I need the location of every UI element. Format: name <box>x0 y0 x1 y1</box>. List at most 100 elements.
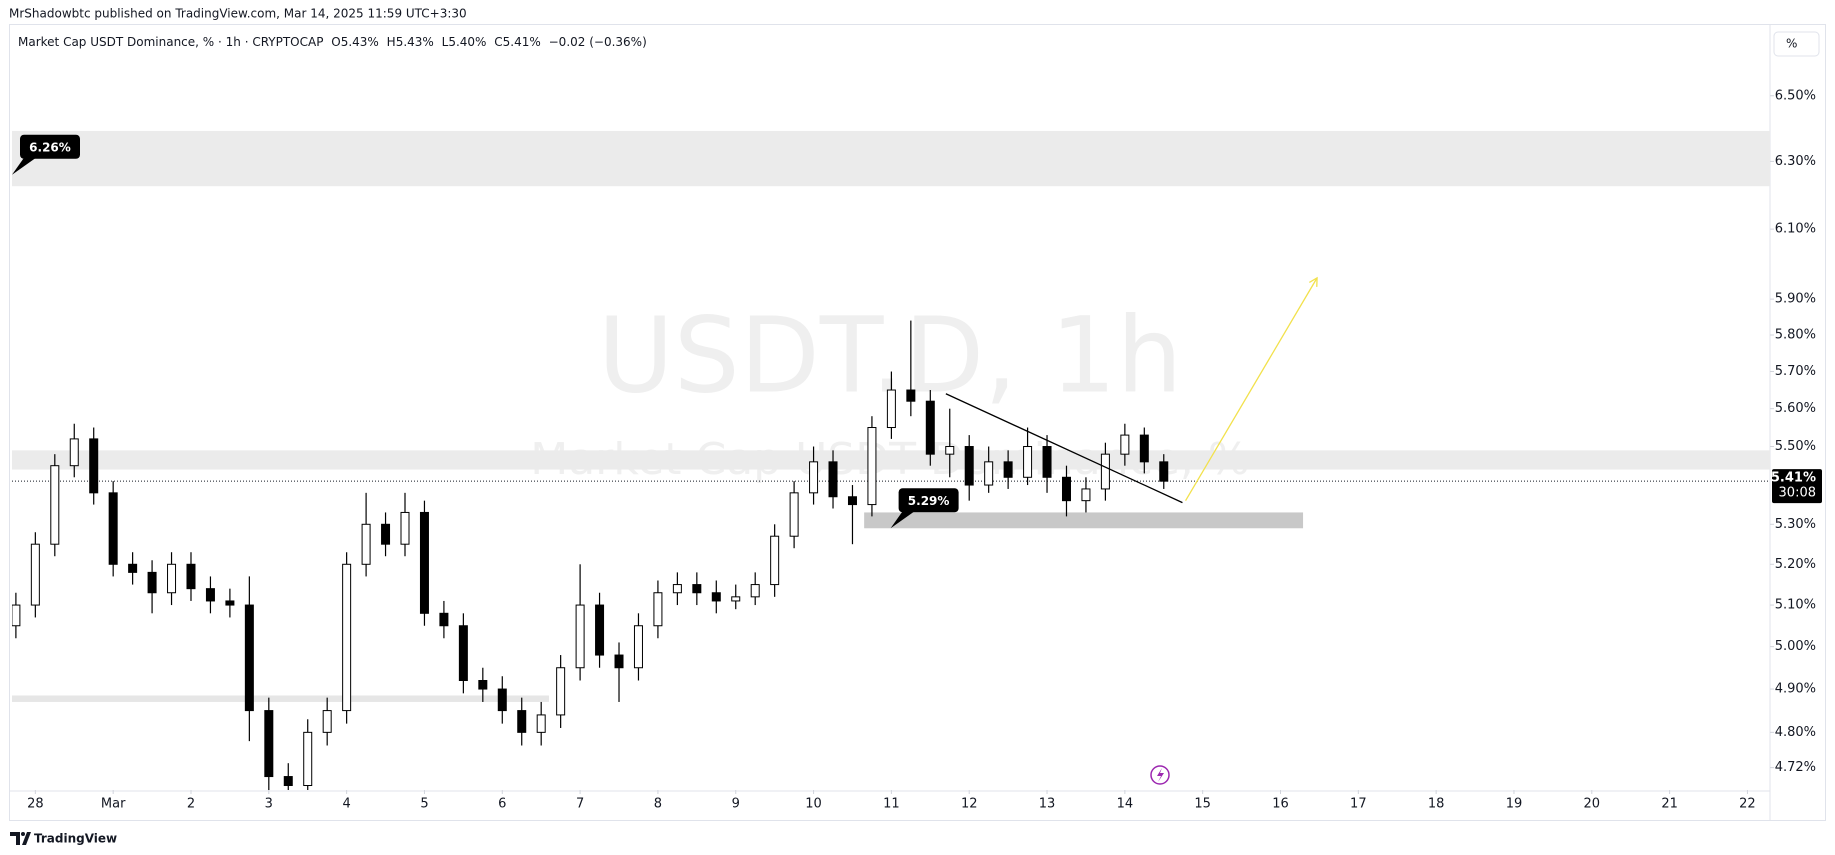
footer-logo <box>10 832 31 845</box>
x-tick-label: 22 <box>1739 797 1756 812</box>
candle-body <box>595 604 605 656</box>
candle-body <box>809 461 819 494</box>
candle-body <box>50 465 60 545</box>
x-tick-label: 14 <box>1117 797 1134 812</box>
alert-icon[interactable] <box>1150 765 1170 785</box>
candle-body <box>575 604 585 669</box>
candle-body <box>400 511 410 545</box>
candle-body <box>244 604 254 712</box>
legend-change: −0.02 (−0.36%) <box>549 35 647 49</box>
annotation-label: 6.26% <box>29 140 71 154</box>
y-tick-label: 5.30% <box>1775 517 1816 532</box>
plot-area <box>12 130 1770 790</box>
x-tick-label: 28 <box>27 797 44 812</box>
candle-body <box>1100 453 1110 490</box>
candle-body <box>283 776 293 787</box>
candle-body <box>147 571 157 594</box>
candle-body <box>205 588 215 602</box>
x-tick-label: 16 <box>1272 797 1289 812</box>
legend: Market Cap USDT Dominance, % · 1h · CRYP… <box>18 35 647 49</box>
candle-body <box>458 625 468 682</box>
price-zone <box>864 512 1304 529</box>
candle-body <box>633 625 643 669</box>
y-tick-label: 5.60% <box>1775 401 1816 416</box>
logo-mark <box>22 832 31 845</box>
candle-body <box>906 389 916 402</box>
x-tick-label: 10 <box>805 797 822 812</box>
footer-brand: TradingView <box>34 832 117 846</box>
candle-body <box>847 496 857 506</box>
candle-body <box>108 492 118 565</box>
annotation-pointer <box>12 157 36 175</box>
candle-body <box>69 438 79 467</box>
x-tick-label: 8 <box>654 797 662 812</box>
trend-line <box>945 393 1183 504</box>
candle-body <box>945 446 955 455</box>
candle-body <box>225 600 235 606</box>
last-price-box <box>1772 469 1822 504</box>
y-tick-label: 6.50% <box>1775 88 1816 103</box>
y-tick-label: 4.72% <box>1775 760 1816 775</box>
candle-body <box>828 461 838 498</box>
countdown-label: 30:08 <box>1779 486 1816 501</box>
x-tick-label: 15 <box>1194 797 1211 812</box>
x-tick-label: 13 <box>1039 797 1056 812</box>
publish-info: MrShadowbtc published on TradingView.com… <box>9 7 467 21</box>
candle-body <box>264 710 274 778</box>
arrow-head <box>1309 276 1318 287</box>
candle-body <box>1003 461 1013 478</box>
candle-body <box>731 596 741 602</box>
candle-body <box>672 584 682 594</box>
candle-body <box>361 523 371 565</box>
legend-close: C5.41% <box>494 35 541 49</box>
x-tick-label: 7 <box>576 797 584 812</box>
candle-body <box>1139 434 1149 463</box>
x-tick-label: 20 <box>1584 797 1601 812</box>
price-zone <box>12 450 1770 470</box>
candle-body <box>439 612 449 627</box>
candle-body <box>556 667 566 716</box>
x-tick-label: 11 <box>883 797 900 812</box>
candle-body <box>167 563 177 594</box>
annotation-pointer <box>890 511 915 529</box>
y-tick-label: 5.20% <box>1775 557 1816 572</box>
y-tick-label: 6.10% <box>1775 222 1816 237</box>
x-tick-label: 18 <box>1428 797 1445 812</box>
candle-body <box>886 389 896 429</box>
x-tick-label: 6 <box>498 797 506 812</box>
chart-frame <box>9 24 1826 821</box>
x-tick-label: Mar <box>101 797 126 812</box>
candle-body <box>1061 476 1071 502</box>
annotation-box <box>898 488 959 513</box>
y-tick-label: 5.00% <box>1775 639 1816 654</box>
candle-body <box>867 427 877 506</box>
annotation-label: 5.29% <box>908 494 950 508</box>
candle-body <box>1159 461 1169 482</box>
legend-high: H5.43% <box>387 35 434 49</box>
candle-body <box>1042 446 1052 478</box>
candle-body <box>30 543 40 606</box>
scale-button-label[interactable]: % <box>1786 37 1797 51</box>
x-tick-label: 9 <box>732 797 740 812</box>
y-tick-label: 5.80% <box>1775 328 1816 343</box>
x-tick-label: 19 <box>1506 797 1523 812</box>
y-tick-label: 5.50% <box>1775 439 1816 454</box>
annotation-box <box>20 134 80 159</box>
logo-mark <box>10 832 20 845</box>
y-tick-label: 6.30% <box>1775 154 1816 169</box>
candle-body <box>750 584 760 598</box>
candle-body <box>1023 446 1033 478</box>
alert-bolt[interactable] <box>1157 768 1164 782</box>
x-tick-label: 4 <box>342 797 350 812</box>
trend-line <box>1184 277 1318 501</box>
candle-body <box>692 584 702 594</box>
legend-symbol: Market Cap USDT Dominance, % · 1h · CRYP… <box>18 35 323 49</box>
candle-body <box>964 446 974 486</box>
candle-body <box>711 592 721 602</box>
candle-body <box>789 492 799 537</box>
scale-button[interactable] <box>1773 31 1820 57</box>
candle-body <box>322 710 332 733</box>
last-price-label: 5.41% <box>1771 471 1816 486</box>
